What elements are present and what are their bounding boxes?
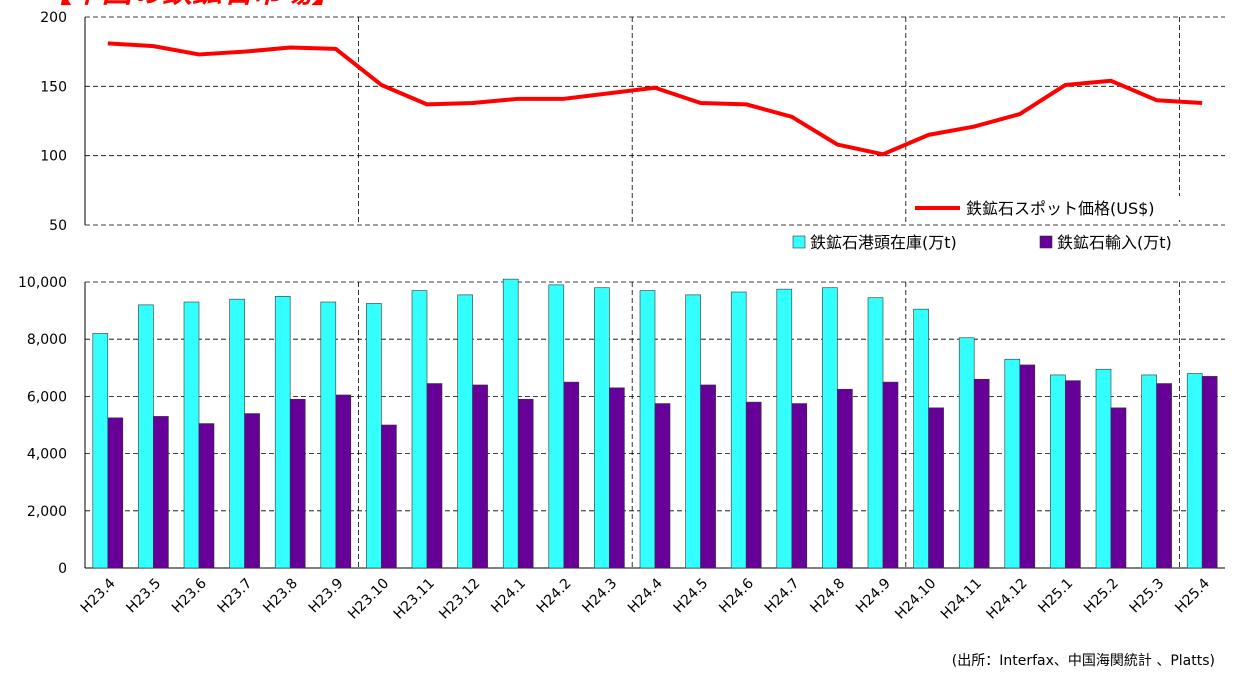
legend-swatch <box>792 235 806 249</box>
y-tick-label: 4,000 <box>27 447 67 463</box>
bar <box>1019 364 1036 569</box>
x-tick-label: H23.10 <box>345 576 392 623</box>
bar <box>1065 380 1081 569</box>
bar <box>426 383 443 569</box>
bar <box>548 284 565 569</box>
bar <box>1050 374 1066 569</box>
bar <box>517 398 534 569</box>
line-series <box>107 41 1203 157</box>
x-tick-label: H25.3 <box>1127 576 1168 617</box>
bar <box>244 413 260 569</box>
x-tick-label: H24.4 <box>625 575 666 616</box>
bar <box>472 384 488 569</box>
bar <box>867 297 884 569</box>
bar <box>1201 376 1218 569</box>
x-tick-label: H23.12 <box>436 576 483 623</box>
bar <box>594 287 610 569</box>
x-tick-label: H23.11 <box>391 576 438 623</box>
bar <box>822 287 838 569</box>
bar <box>837 388 853 569</box>
bar <box>411 290 428 569</box>
bar <box>457 294 473 569</box>
bar <box>1156 383 1172 569</box>
x-tick-label: H24.2 <box>534 576 575 617</box>
bar <box>274 295 291 569</box>
x-tick-label: H25.1 <box>1035 576 1076 617</box>
bar <box>320 301 337 569</box>
chart-title: 【中国の鉄鉱石市場】 <box>42 0 342 10</box>
x-tick-label: H24.9 <box>853 576 894 617</box>
bar <box>229 298 245 569</box>
y-tick-label: 10,000 <box>18 275 67 291</box>
bar <box>107 417 124 569</box>
bar <box>882 381 899 569</box>
y-tick-label: 150 <box>40 79 67 95</box>
source-note: (出所：Interfax、中国海関統計 、Platts) <box>952 653 1215 669</box>
x-tick-label: H24.6 <box>716 575 757 616</box>
x-tick-label: H24.10 <box>892 576 939 623</box>
x-tick-label: H24.5 <box>671 576 712 617</box>
y-tick-label: 50 <box>49 218 67 234</box>
bar <box>198 423 215 569</box>
bar <box>366 303 382 569</box>
x-tick-label: H24.1 <box>488 576 529 617</box>
x-tick-label: H23.4 <box>78 575 119 616</box>
bar <box>153 416 169 569</box>
bar <box>335 394 352 569</box>
y-tick-label: 2,000 <box>27 504 67 520</box>
x-tick-label: H24.11 <box>938 576 985 623</box>
x-tick-label: H23.9 <box>306 576 347 617</box>
x-tick-label: H24.7 <box>762 576 803 617</box>
bar <box>700 384 716 569</box>
bar <box>1110 407 1127 569</box>
bar <box>1004 358 1021 569</box>
legend-swatch <box>1039 235 1053 249</box>
x-tick-label: H25.4 <box>1172 575 1213 616</box>
bar <box>563 381 580 569</box>
y-tick-label: 6,000 <box>27 389 67 405</box>
y-tick-label: 100 <box>40 149 67 165</box>
bar <box>913 308 929 569</box>
x-tick-label: H24.12 <box>984 576 1031 623</box>
bar <box>685 294 701 569</box>
x-tick-label: H24.8 <box>807 576 848 617</box>
x-tick-label: H23.8 <box>260 576 301 617</box>
bar <box>381 424 397 569</box>
bar <box>928 407 944 569</box>
legend-label: 鉄鉱石輸入(万t) <box>1057 233 1172 252</box>
bar <box>745 401 762 569</box>
bar <box>973 378 990 569</box>
x-tick-label: H24.3 <box>579 576 620 617</box>
bar <box>1186 373 1203 569</box>
x-tick-label: H23.5 <box>123 576 164 617</box>
bar <box>791 403 808 569</box>
y-tick-label: 0 <box>58 561 67 577</box>
legend-label: 鉄鉱石港頭在庫(万t) <box>810 233 957 252</box>
x-tick-label: H23.7 <box>215 576 256 617</box>
bar <box>730 291 747 569</box>
legend-bg <box>962 196 1222 220</box>
bar <box>609 387 625 569</box>
x-tick-label: H25.2 <box>1081 576 1122 617</box>
bar <box>958 337 975 569</box>
legend-label: 鉄鉱石スポット価格(US$) <box>966 199 1155 218</box>
bar <box>776 288 793 569</box>
x-tick-label: H23.6 <box>169 575 210 616</box>
bar <box>654 403 671 569</box>
bar <box>502 278 519 569</box>
bar <box>92 333 109 569</box>
y-tick-label: 8,000 <box>27 332 67 348</box>
bar <box>183 301 200 569</box>
y-tick-label: 200 <box>40 10 67 26</box>
bar <box>1141 374 1157 569</box>
bar <box>639 290 656 569</box>
bar <box>289 398 306 569</box>
bar <box>138 304 154 569</box>
bar <box>1095 368 1112 569</box>
